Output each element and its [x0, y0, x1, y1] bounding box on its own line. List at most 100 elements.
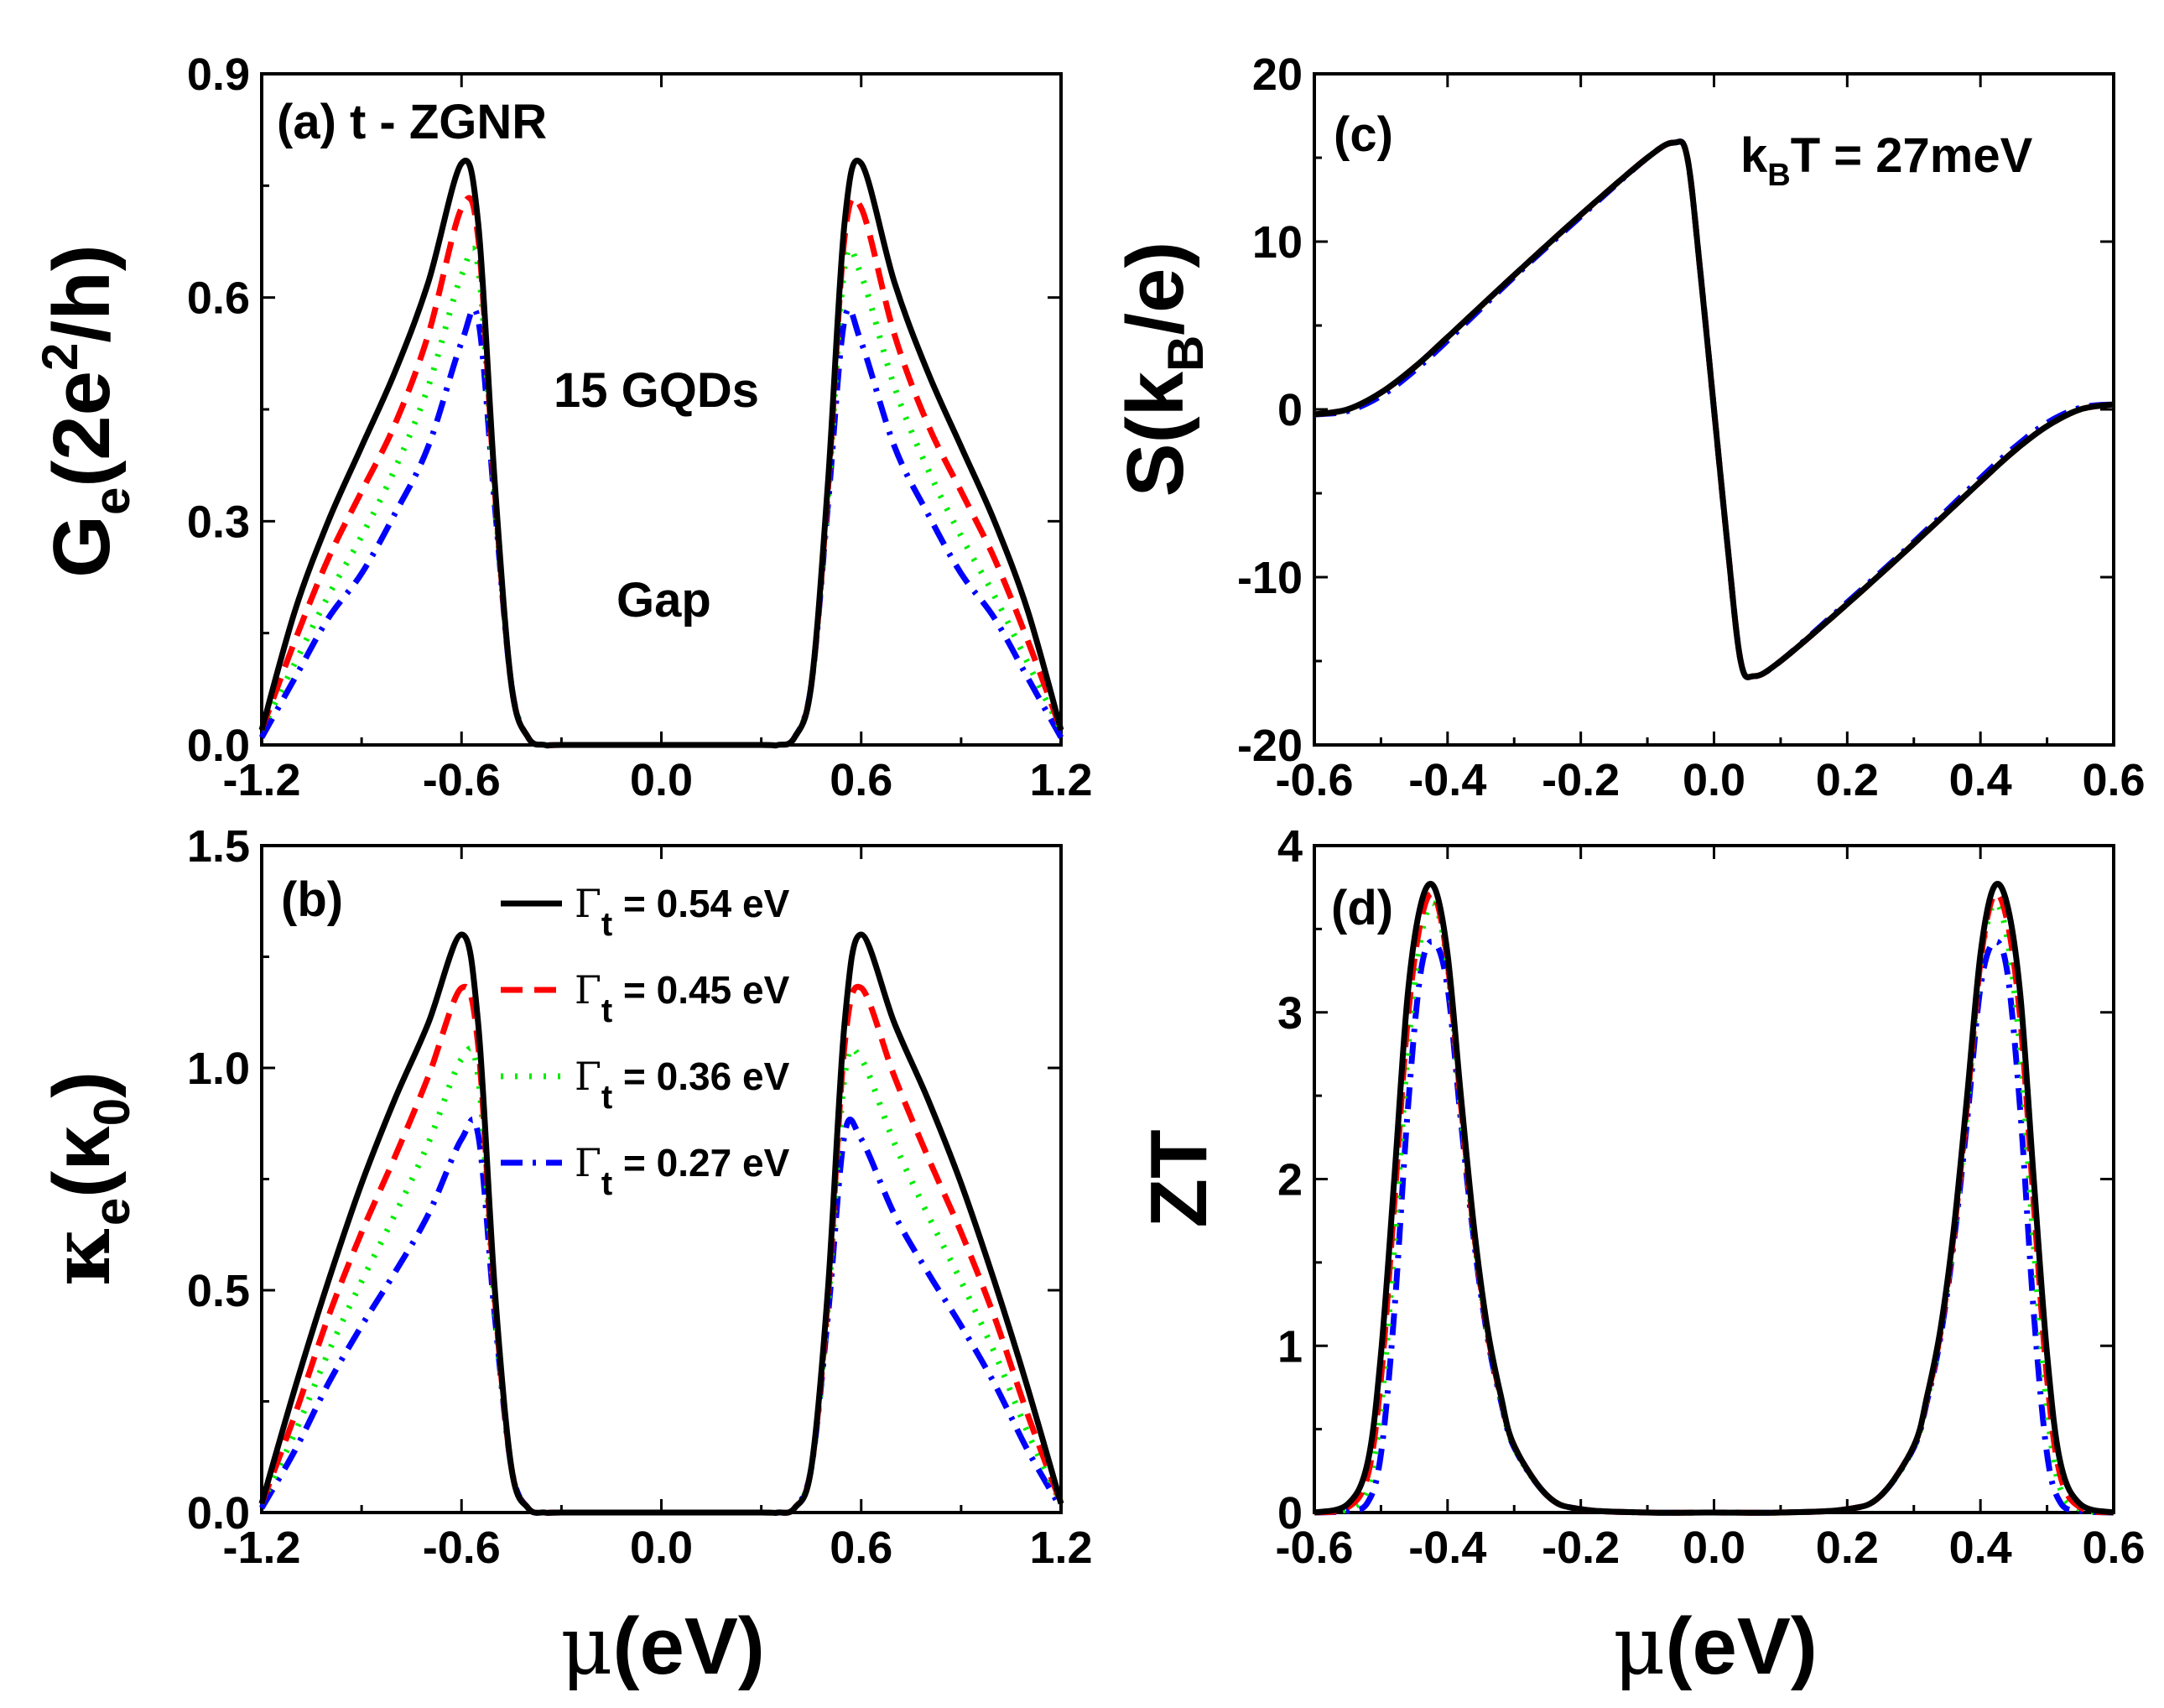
panel-a-ylabel-sup: 2 — [32, 343, 88, 371]
panel-b-ylabel-sub2: 0 — [84, 1098, 140, 1126]
y-tick-label: 1.5 — [187, 821, 250, 872]
y-tick-label: 4 — [1277, 821, 1303, 872]
y-tick-label: 10 — [1252, 217, 1303, 268]
panel-b-ylabel: κe(κ0) — [34, 1071, 140, 1286]
x-tick-label: 0.2 — [1816, 1523, 1879, 1573]
x-tick-label: -0.6 — [1275, 755, 1353, 805]
panel-a-tag: (a) t - ZGNR — [277, 95, 547, 149]
legend-value: = 0.54 eV — [612, 882, 789, 925]
panel-a-ylabel: Ge(2e2/h) — [32, 244, 140, 577]
panel-d-tag: (d) — [1331, 881, 1393, 935]
legend-sub: t — [601, 1079, 612, 1116]
panel-c-ylabel: S(kB/e) — [1111, 242, 1214, 497]
series-line-t-0-36-ev — [258, 1044, 1064, 1516]
series-line-t-0-45-ev — [1313, 890, 2115, 1516]
x-tick-label: 0.6 — [830, 1523, 892, 1573]
panel-c-ylabel-rest: /e) — [1111, 242, 1200, 336]
x-tick-label: -0.4 — [1408, 1523, 1486, 1573]
panel-d-xlabel-mu: μ — [1613, 1599, 1665, 1693]
panel-d-frame — [1313, 844, 2115, 1514]
series-line-t-0-27-ev — [1313, 938, 2115, 1516]
legend-gamma: Γ — [575, 881, 601, 926]
panel-a-note-gqds: 15 GQDs — [554, 363, 759, 418]
panel-c-tag: (c) — [1334, 107, 1393, 162]
legend-value: = 0.27 eV — [612, 1141, 789, 1185]
legend-value: = 0.45 eV — [612, 968, 789, 1012]
panel-b: -1.2 -0.6 0.0 0.6 1.2 0.0 0.5 1.0 1.5 (b) κe(κ0)… — [34, 821, 1093, 1693]
x-tick-label: -1.2 — [222, 755, 300, 805]
y-tick-label: 0 — [1277, 385, 1303, 435]
y-tick-label: 0.3 — [187, 497, 250, 547]
legend-label: Γt = 0.45 eV — [575, 967, 790, 1029]
x-tick-label: 0.0 — [1683, 1523, 1745, 1573]
panel-b-tag: (b) — [281, 872, 343, 927]
panel-b-xlabel-rest: (eV) — [613, 1601, 765, 1691]
series-line-t-0-54-ev — [1313, 881, 2115, 1516]
legend-gamma: Γ — [575, 1140, 601, 1185]
x-tick-label: 0.4 — [1949, 1523, 2012, 1573]
y-tick-label: -20 — [1237, 721, 1303, 771]
series-line-t-0-36-ev — [1313, 899, 2115, 1516]
panel-a-ylabel-main: G — [37, 515, 127, 578]
panel-b-ylabel-main: κ — [34, 1226, 128, 1286]
x-tick-label: -0.6 — [423, 1523, 501, 1573]
y-tick-label: 3 — [1277, 988, 1303, 1039]
panel-d-series — [1313, 881, 2115, 1516]
y-tick-label: 1 — [1277, 1321, 1303, 1372]
x-tick-label: -0.2 — [1542, 755, 1620, 805]
y-tick-label: 1.0 — [187, 1044, 250, 1094]
x-tick-label: -1.2 — [222, 1523, 300, 1573]
panel-d-xlabel-rest: (eV) — [1666, 1601, 1818, 1691]
legend-sub: t — [601, 906, 612, 943]
x-tick-label: 1.2 — [1029, 755, 1092, 805]
x-tick-label: 0.0 — [630, 1523, 693, 1573]
panel-b-xlabel: μ(eV) — [560, 1599, 765, 1693]
x-tick-label: -0.6 — [423, 755, 501, 805]
y-tick-label: 0.6 — [187, 273, 250, 324]
series-line-t-0-54-ev — [1313, 138, 2115, 680]
panel-d-xlabel: μ(eV) — [1613, 1599, 1818, 1693]
panel-c-ticks: -0.6 -0.4 -0.2 0.0 0.2 0.4 0.6 -20 -10 0 10 20 — [1237, 49, 2146, 805]
legend-sub: t — [601, 1165, 612, 1202]
panel-c-note-rest: T = 27meV — [1791, 128, 2033, 183]
x-tick-label: -0.6 — [1275, 1523, 1353, 1573]
y-tick-label: 20 — [1252, 49, 1303, 100]
panel-b-ylabel-sub: e — [84, 1198, 140, 1226]
panel-c-note: kBT = 27meV — [1740, 128, 2033, 193]
legend-label: Γt = 0.27 eV — [575, 1140, 790, 1202]
panel-c-note-sub: B — [1767, 158, 1790, 193]
y-tick-label: 0 — [1277, 1488, 1303, 1539]
series-line-t-0-54-ev — [258, 931, 1064, 1516]
legend-label: Γt = 0.54 eV — [575, 881, 790, 943]
panel-a-series — [258, 157, 1064, 749]
legend-value: = 0.36 eV — [612, 1054, 789, 1098]
x-tick-label: 0.6 — [2082, 1523, 2145, 1573]
panel-b-ticks: -1.2 -0.6 0.0 0.6 1.2 0.0 0.5 1.0 1.5 — [187, 821, 1093, 1573]
panel-a-ticks: -1.2 -0.6 0.0 0.6 1.2 0.0 0.3 0.6 0.9 — [187, 49, 1093, 805]
panel-d: -0.6 -0.4 -0.2 0.0 0.2 0.4 0.6 0 1 2 3 4 (d) ZT μ(e… — [1134, 821, 2146, 1693]
legend-gamma: Γ — [575, 1054, 601, 1099]
y-tick-label: 2 — [1277, 1155, 1303, 1205]
panel-a-ylabel-sub: e — [84, 487, 140, 515]
x-tick-label: 0.0 — [630, 755, 693, 805]
panel-a-ylabel-rest2: /h) — [37, 244, 127, 342]
panel-d-ylabel: ZT — [1134, 1129, 1224, 1227]
panel-b-ylabel-open: (κ — [37, 1126, 127, 1198]
series-line-t-0-27-ev — [258, 1117, 1064, 1516]
panel-c-ylabel-sub: B — [1157, 336, 1214, 372]
panel-c-ylabel-main: S(k — [1111, 371, 1200, 497]
panel-c-series — [1313, 138, 2115, 680]
panel-b-xlabel-mu: μ — [560, 1599, 612, 1693]
panel-a: -1.2 -0.6 0.0 0.6 1.2 0.0 0.3 0.6 0.9 (a) t - ZG… — [32, 49, 1093, 805]
x-tick-label: 0.6 — [830, 755, 892, 805]
y-tick-label: -10 — [1237, 553, 1303, 603]
panel-a-ylabel-rest1: (2e — [37, 371, 127, 487]
x-tick-label: 0.6 — [2082, 755, 2145, 805]
series-line-t-0-45-ev — [258, 195, 1064, 749]
series-line-t-0-54-ev — [258, 157, 1064, 749]
x-tick-label: 0.0 — [1683, 755, 1745, 805]
x-tick-label: -0.4 — [1408, 755, 1486, 805]
